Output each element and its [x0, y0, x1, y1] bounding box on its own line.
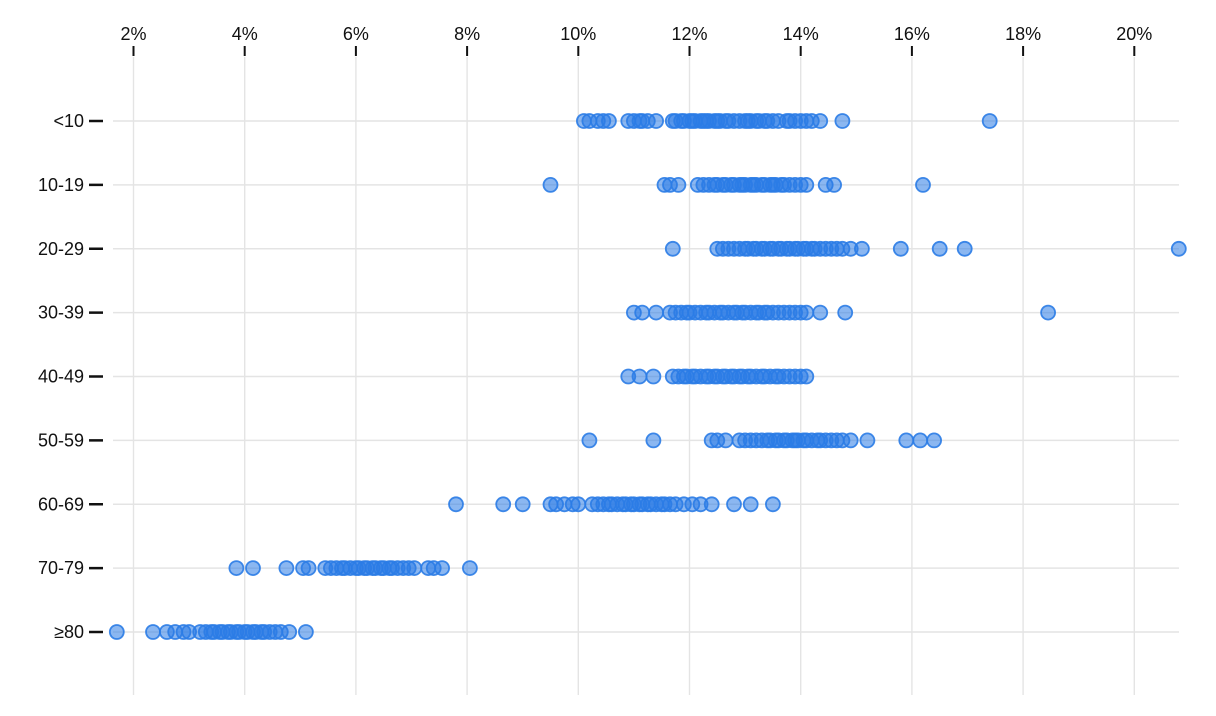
y-category-label: 60-69 [38, 494, 84, 514]
data-point[interactable] [717, 432, 734, 449]
data-point[interactable] [912, 432, 929, 449]
data-point[interactable] [834, 113, 851, 129]
data-point[interactable] [670, 176, 687, 193]
data-point[interactable] [664, 240, 681, 257]
x-tick-label: 2% [120, 24, 146, 44]
data-point[interactable] [837, 304, 854, 321]
data-point[interactable] [798, 304, 815, 321]
data-point[interactable] [281, 624, 298, 640]
y-category-label: 70-79 [38, 558, 84, 578]
data-point[interactable] [859, 432, 876, 449]
data-point[interactable] [648, 113, 664, 129]
data-point[interactable] [926, 432, 942, 449]
data-point[interactable] [570, 496, 587, 513]
data-point[interactable] [703, 496, 720, 513]
data-point[interactable] [448, 496, 464, 513]
data-point[interactable] [956, 240, 973, 257]
data-point[interactable] [645, 368, 662, 385]
data-point[interactable] [826, 176, 842, 193]
data-point[interactable] [581, 432, 598, 449]
data-point[interactable] [812, 113, 829, 129]
data-point[interactable] [461, 560, 478, 576]
data-point[interactable] [726, 496, 742, 513]
data-point[interactable] [631, 368, 648, 385]
x-tick-label: 4% [232, 24, 258, 44]
data-point[interactable] [1170, 240, 1187, 257]
x-tick-label: 14% [783, 24, 819, 44]
data-point[interactable] [742, 496, 759, 513]
y-category-label: 50-59 [38, 430, 84, 450]
y-category-label: 10-19 [38, 175, 84, 195]
data-point[interactable] [898, 432, 915, 449]
x-tick-label: 16% [894, 24, 930, 44]
data-point[interactable] [228, 560, 245, 576]
data-point[interactable] [854, 240, 870, 257]
data-point[interactable] [981, 113, 998, 129]
data-point[interactable] [514, 496, 531, 513]
data-point[interactable] [145, 624, 161, 640]
data-point[interactable] [601, 113, 617, 129]
data-point[interactable] [842, 432, 859, 449]
x-tick-label: 10% [560, 24, 596, 44]
y-category-label: <10 [53, 111, 84, 131]
data-point[interactable] [915, 176, 931, 193]
x-tick-label: 6% [343, 24, 369, 44]
data-point[interactable] [108, 624, 125, 640]
data-point[interactable] [434, 560, 451, 576]
data-point[interactable] [300, 560, 317, 576]
y-axis-left: <10 10-19 20-29 30-39 40-49 50-59 60-69 70-79 ≥8… [38, 111, 103, 642]
data-point[interactable] [542, 176, 559, 193]
data-points [108, 113, 1187, 640]
x-tick-label: 20% [1116, 24, 1152, 44]
x-tick-label: 12% [671, 24, 707, 44]
data-point[interactable] [648, 304, 664, 321]
data-point[interactable] [765, 496, 781, 513]
data-point[interactable] [892, 240, 909, 257]
data-point[interactable] [406, 560, 423, 576]
data-point[interactable] [278, 560, 295, 576]
y-category-label: ≥80 [54, 622, 84, 642]
data-point[interactable] [798, 176, 815, 193]
data-point[interactable] [645, 432, 662, 449]
y-category-label: 40-49 [38, 367, 84, 387]
data-point[interactable] [798, 368, 815, 385]
y-category-label: 20-29 [38, 239, 84, 259]
data-point[interactable] [1040, 304, 1056, 321]
x-tick-label: 8% [454, 24, 480, 44]
data-point[interactable] [634, 304, 651, 321]
data-point[interactable] [297, 624, 314, 640]
data-point[interactable] [245, 560, 261, 576]
data-point[interactable] [812, 304, 829, 321]
x-axis-top: 2% 4% 6% 8% 10% 12% 14% 16% 18% 20% [120, 24, 1152, 56]
y-category-label: 30-39 [38, 303, 84, 323]
x-tick-label: 18% [1005, 24, 1041, 44]
data-point[interactable] [495, 496, 512, 513]
data-point[interactable] [931, 240, 948, 257]
